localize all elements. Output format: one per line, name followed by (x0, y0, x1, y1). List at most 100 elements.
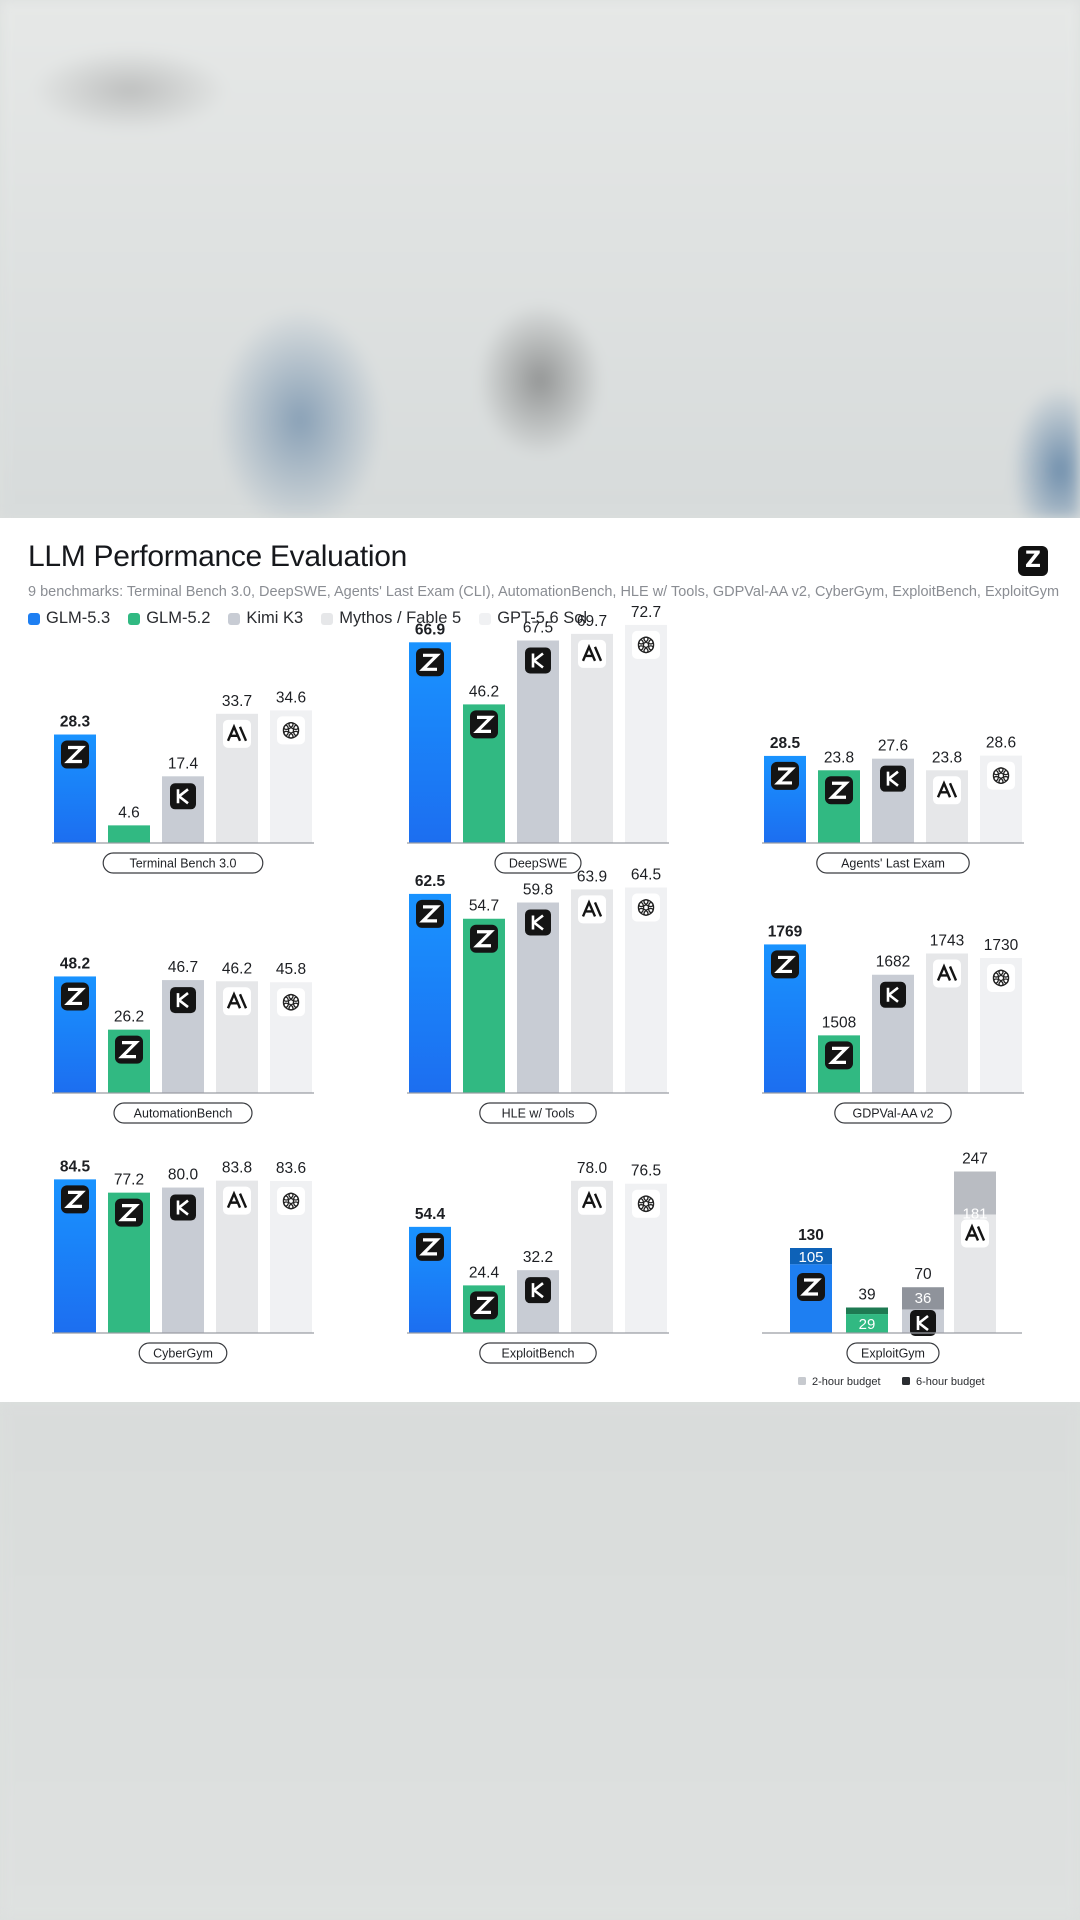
bar-value-label: 46.2 (222, 960, 252, 977)
k-logo-icon (880, 981, 906, 1008)
z-logo-icon (115, 1198, 143, 1227)
bar-value-label: 62.5 (415, 873, 446, 890)
k-logo-icon (525, 1277, 551, 1304)
bar-value-label: 83.8 (222, 1160, 252, 1177)
benchmark-label: DeepSWE (509, 857, 567, 871)
z-logo-icon (825, 1041, 853, 1070)
anthropic-logo-icon (578, 639, 606, 668)
bar-value-label: 45.8 (276, 961, 306, 978)
blurred-background-top (0, 0, 1080, 518)
legend-6h-label: 6-hour budget (916, 1376, 985, 1388)
z-logo-icon (470, 710, 498, 739)
legend-label: Kimi K3 (246, 609, 304, 627)
z-logo-icon (771, 950, 799, 979)
k-logo-icon (525, 647, 551, 674)
bar-value-label: 28.3 (60, 714, 91, 731)
z-logo-icon (61, 740, 89, 769)
bar-value-label: 54.4 (415, 1206, 446, 1223)
openai-logo-icon (277, 1187, 305, 1215)
chart-panel: 48.2 26.2 46.7 46.2 45.8 AutomationBench (52, 955, 314, 1124)
chart-panel: 28.3 4.6 17.4 33.7 34.6 Terminal Bench 3.0 (52, 689, 314, 874)
chart-card: LLM Performance Evaluation 9 benchmarks:… (0, 518, 1080, 1402)
chart-panel: 1769 1508 1682 1743 1730 GDPVal-AA v2 (762, 923, 1024, 1124)
legend-item-mythos: Mythos / Fable 5 (321, 609, 461, 628)
anthropic-logo-icon (223, 1186, 251, 1215)
z-logo-icon (825, 776, 853, 805)
bar-segment-6h (790, 1248, 832, 1265)
anthropic-logo-icon (933, 959, 961, 988)
bar-value-label: 67.5 (523, 620, 553, 637)
bar-value-label: 1508 (822, 1014, 856, 1031)
bar-value-label: 72.7 (631, 604, 661, 621)
anthropic-logo-icon (578, 895, 606, 924)
bar-total-label: 39 (858, 1287, 875, 1304)
benchmark-label-pill (816, 852, 970, 874)
bar-2h-label: 29 (859, 1316, 876, 1333)
legend-item-glm-5-3: GLM-5.3 (28, 609, 110, 628)
benchmark-label-pill (834, 1102, 952, 1124)
bar-value-label: 76.5 (631, 1163, 661, 1180)
z-logo-icon (470, 1291, 498, 1320)
bar (108, 825, 150, 843)
page-title: LLM Performance Evaluation (28, 540, 408, 573)
k-logo-icon (170, 1194, 196, 1221)
bar-total-label: 70 (914, 1266, 932, 1283)
bar-value-label: 46.7 (168, 959, 198, 976)
bar-value-label: 34.6 (276, 689, 306, 706)
blurred-background-bottom (0, 1402, 1080, 1920)
bar (571, 633, 613, 843)
chart-panel: 28.5 23.8 27.6 23.8 28.6 Agents' Last Exam (762, 735, 1024, 874)
legend-label: GPT-5.6 Sol (497, 609, 588, 627)
benchmark-label: Agents' Last Exam (841, 857, 945, 871)
z-logo-icon (115, 1035, 143, 1064)
bar-value-label: 1769 (768, 923, 803, 940)
bar-value-label: 69.7 (577, 613, 607, 630)
bar-value-label: 28.5 (770, 735, 801, 752)
chart-panel: 54.4 24.4 32.2 78.0 76.5 ExploitBench (407, 1160, 669, 1364)
openai-logo-icon (277, 716, 305, 745)
bar-value-label: 28.6 (986, 735, 1016, 752)
anthropic-logo-icon (223, 987, 251, 1016)
bar-value-label: 27.6 (878, 738, 908, 755)
chart-panel: 66.9 46.2 67.5 69.7 72.7 DeepSWE (407, 604, 669, 874)
bar-value-label: 23.8 (932, 749, 962, 766)
legend-swatch (479, 612, 492, 625)
legend-swatch (128, 612, 141, 625)
legend-item-gpt: GPT-5.6 Sol (479, 609, 587, 628)
z-logo-icon (416, 648, 444, 677)
legend-swatch (321, 612, 334, 625)
page-subtitle: 9 benchmarks: Terminal Bench 3.0, DeepSW… (28, 584, 1060, 600)
legend-label: GLM-5.3 (46, 609, 111, 627)
bar (517, 640, 559, 843)
k-logo-icon (910, 1310, 936, 1336)
z-logo-icon (416, 1232, 444, 1261)
bar-2h-label: 181 (962, 1206, 987, 1223)
bar-segment-6h (954, 1171, 996, 1215)
benchmark-label-pill (113, 1102, 253, 1124)
legend-label: GLM-5.2 (146, 609, 211, 627)
bar-segment-2h (846, 1314, 888, 1333)
bar (625, 624, 667, 843)
chart-panel: 130 105 39 29 70 36 247 181 ExploitGym 2-hour bud… (762, 1151, 1022, 1388)
legend-swatch (228, 612, 241, 625)
bar-value-label: 32.2 (523, 1249, 553, 1266)
legend-item-kimi-k3: Kimi K3 (228, 609, 303, 628)
bar-value-label: 1743 (930, 932, 964, 949)
bar-value-label: 48.2 (60, 955, 90, 972)
benchmark-label: GDPVal-AA v2 (852, 1107, 933, 1121)
legend-swatch (28, 612, 40, 625)
k-logo-icon (880, 765, 906, 792)
anthropic-logo-icon (578, 1186, 606, 1215)
k-logo-icon (170, 987, 196, 1014)
openai-logo-icon (632, 893, 660, 922)
benchmark-label-pill (846, 1342, 940, 1364)
benchmark-label-pill (479, 1102, 597, 1124)
bar-value-label: 4.6 (118, 804, 140, 821)
openai-logo-icon (987, 761, 1015, 790)
openai-logo-icon (277, 988, 305, 1017)
bar-value-label: 84.5 (60, 1158, 91, 1175)
benchmark-label-pill (494, 852, 582, 874)
bar-value-label: 1730 (984, 937, 1019, 954)
bar-value-label: 54.7 (469, 898, 499, 915)
bar-value-label: 78.0 (577, 1160, 608, 1177)
